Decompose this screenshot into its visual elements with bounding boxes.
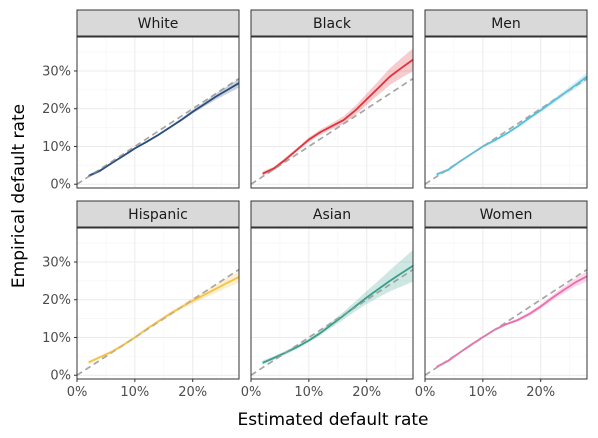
strip-label-hispanic: Hispanic (128, 207, 188, 223)
gridlines (425, 37, 587, 188)
y-tick-label: 0% (50, 369, 71, 384)
strip-label-white: White (138, 16, 179, 32)
gridlines (425, 228, 587, 379)
y-tick-label: 20% (42, 293, 71, 308)
x-tick-label: 20% (526, 385, 555, 400)
strip-men (424, 9, 588, 37)
panel-women: Women 0% 10% 20% (415, 200, 588, 400)
x-tick-label: 0% (67, 385, 88, 400)
strip-black (250, 9, 414, 37)
x-tick-label: 0% (241, 385, 262, 400)
y-tick-label: 20% (42, 102, 71, 117)
panel-border (424, 227, 588, 380)
y-tick-label: 30% (42, 255, 71, 270)
panel-men: Men (424, 9, 588, 189)
panel-border (76, 36, 240, 189)
panel-asian: Asian 0% 10% 20% (241, 200, 414, 400)
x-tick-label: 10% (468, 385, 497, 400)
y-tick-label: 30% (42, 64, 71, 79)
y-tick-label: 10% (42, 331, 71, 346)
x-tick-label: 20% (178, 385, 207, 400)
plot-area (425, 37, 587, 188)
y-tick-label: 10% (42, 140, 71, 155)
panel-border (424, 36, 588, 189)
x-tick-label: 20% (352, 385, 381, 400)
strip-asian (250, 200, 414, 228)
strip-label-men: Men (491, 16, 521, 32)
strip-women (424, 200, 588, 228)
panel-border (250, 36, 414, 189)
strip-label-women: Women (480, 207, 533, 223)
panel-border (250, 227, 414, 380)
plot-area (251, 37, 413, 188)
facet-panels: White 0% 10% 20% 30% Black Men Hispanic 0% 10% 20%… (42, 9, 588, 400)
strip-white (76, 9, 240, 37)
series-line-black (262, 58, 413, 175)
plot-area (425, 228, 587, 379)
plot-area (77, 228, 239, 379)
series-line-white (88, 82, 239, 177)
panel-white: White 0% 10% 20% 30% (42, 9, 240, 193)
y-tick-label: 0% (50, 178, 71, 193)
panel-border (76, 227, 240, 380)
x-tick-label: 10% (120, 385, 149, 400)
x-tick-label: 10% (294, 385, 323, 400)
strip-hispanic (76, 200, 240, 228)
x-tick-label: 0% (415, 385, 436, 400)
strip-label-black: Black (313, 16, 352, 32)
y-axis-title: Empirical default rate (9, 104, 29, 288)
plot-area (77, 37, 239, 188)
gridlines (251, 37, 413, 188)
gridlines (77, 228, 239, 379)
panel-black: Black (250, 9, 414, 189)
strip-label-asian: Asian (313, 207, 351, 223)
plot-area (251, 228, 413, 379)
x-axis-title: Estimated default rate (237, 410, 428, 430)
panel-hispanic: Hispanic 0% 10% 20% 30% 0% 10% 20% (42, 200, 240, 400)
